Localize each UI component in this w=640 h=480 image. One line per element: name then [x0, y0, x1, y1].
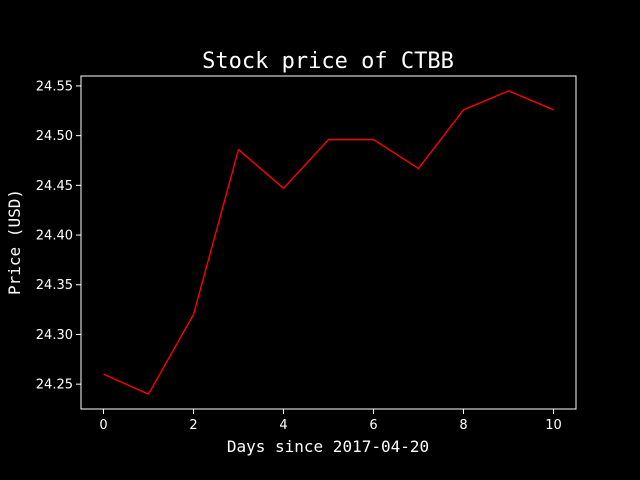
series-layer: [103, 90, 554, 395]
x-tick-label: 0: [99, 418, 107, 433]
plot-area-frame: [80, 75, 577, 410]
y-tick-label: 24.50: [36, 129, 73, 144]
y-tick-label: 24.30: [36, 328, 73, 343]
x-axis-ticks: 0 2 4 6 8 10: [99, 409, 562, 433]
x-tick-label: 6: [369, 418, 377, 433]
y-tick-label: 24.25: [36, 378, 73, 393]
x-axis-label: Days since 2017-04-20: [227, 437, 429, 456]
y-axis-ticks: 24.25 24.30 24.35 24.40 24.45 24.50 24.55: [36, 79, 81, 393]
x-tick-label: 10: [545, 418, 562, 433]
x-tick-label: 2: [189, 418, 197, 433]
price-series-line: [103, 90, 554, 395]
y-tick-label: 24.45: [36, 179, 73, 194]
y-axis-label: Price (USD): [5, 189, 24, 295]
y-tick-label: 24.35: [36, 278, 73, 293]
x-tick-label: 4: [279, 418, 287, 433]
chart-title: Stock price of CTBB: [202, 49, 454, 74]
x-tick-label: 8: [459, 418, 467, 433]
y-tick-label: 24.55: [36, 79, 73, 94]
y-tick-label: 24.40: [36, 229, 73, 244]
